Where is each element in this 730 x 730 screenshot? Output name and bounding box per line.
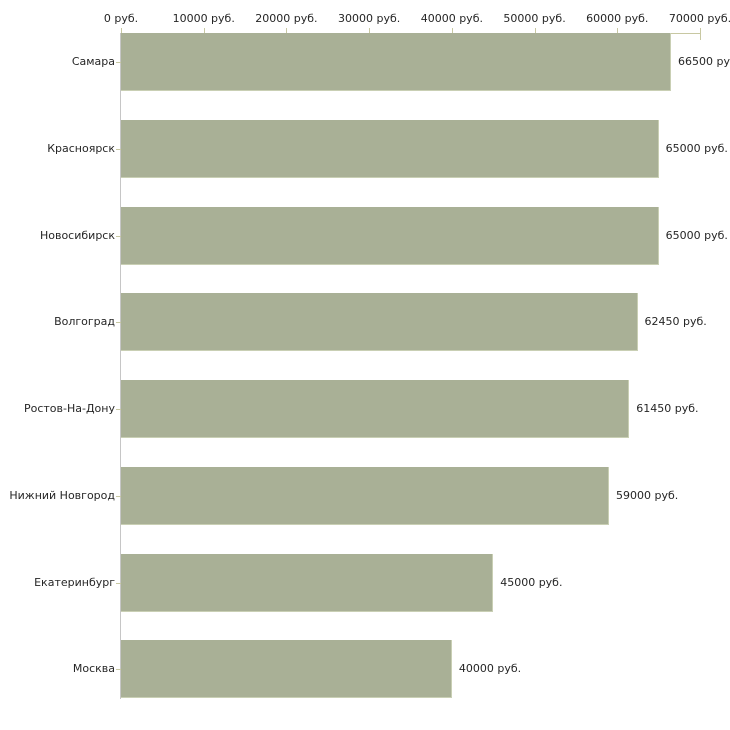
x-tick-label: 10000 руб. — [172, 12, 235, 25]
value-label: 61450 руб. — [636, 402, 699, 415]
category-label: Екатеринбург — [34, 575, 115, 589]
x-tick-mark — [369, 28, 370, 33]
category-tick-mark — [116, 235, 121, 237]
x-tick-label: 40000 руб. — [420, 12, 483, 25]
bar-Волгоград — [121, 293, 638, 352]
bar-Екатеринбург — [121, 553, 494, 612]
x-tick-mark — [204, 28, 205, 33]
y-axis-line — [120, 33, 121, 700]
x-tick-mark — [535, 28, 536, 33]
bar-Новосибирск — [121, 206, 659, 265]
category-tick-mark — [116, 62, 121, 63]
value-label: 59000 руб. — [616, 488, 679, 502]
value-label: 65000 руб. — [665, 141, 728, 155]
category-tick-mark — [116, 409, 121, 410]
category-label: Москва — [72, 662, 115, 676]
x-tick-label: 50000 руб. — [503, 12, 566, 25]
value-label: 62450 руб. — [644, 315, 707, 329]
x-tick-label: 0 руб. — [103, 12, 139, 25]
x-tick-label: 70000 руб. — [668, 12, 730, 25]
bar-Ростов-На-Дону — [121, 380, 630, 438]
category-tick-mark — [116, 148, 121, 150]
category-label: Красноярск — [47, 141, 115, 155]
category-label: Нижний Новгород — [9, 488, 115, 502]
bar-Красноярск — [121, 119, 659, 178]
bar-Нижний Новгород — [121, 466, 609, 525]
x-tick-label: 20000 руб. — [255, 12, 318, 25]
x-tick-label: 60000 руб. — [586, 12, 649, 25]
category-label: Волгоград — [54, 315, 115, 329]
x-tick-mark — [121, 28, 122, 33]
category-label: Самара — [71, 55, 115, 68]
x-tick-label: 30000 руб. — [338, 12, 401, 25]
x-tick-mark — [700, 28, 701, 40]
x-tick-mark — [452, 28, 453, 33]
x-tick-mark — [286, 28, 287, 33]
value-label: 65000 руб. — [665, 228, 728, 242]
value-label: 45000 руб. — [500, 575, 563, 589]
value-label: 66500 руб. — [678, 55, 730, 68]
bar-Самара — [121, 33, 672, 91]
x-tick-mark — [617, 28, 618, 33]
category-label: Ростов-На-Дону — [23, 402, 115, 415]
value-label: 40000 руб. — [458, 662, 522, 676]
category-tick-mark — [116, 669, 121, 671]
category-tick-mark — [116, 322, 121, 324]
category-label: Новосибирск — [39, 228, 115, 242]
category-tick-mark — [116, 495, 121, 497]
category-tick-mark — [116, 582, 121, 584]
bar-Москва — [121, 640, 452, 699]
